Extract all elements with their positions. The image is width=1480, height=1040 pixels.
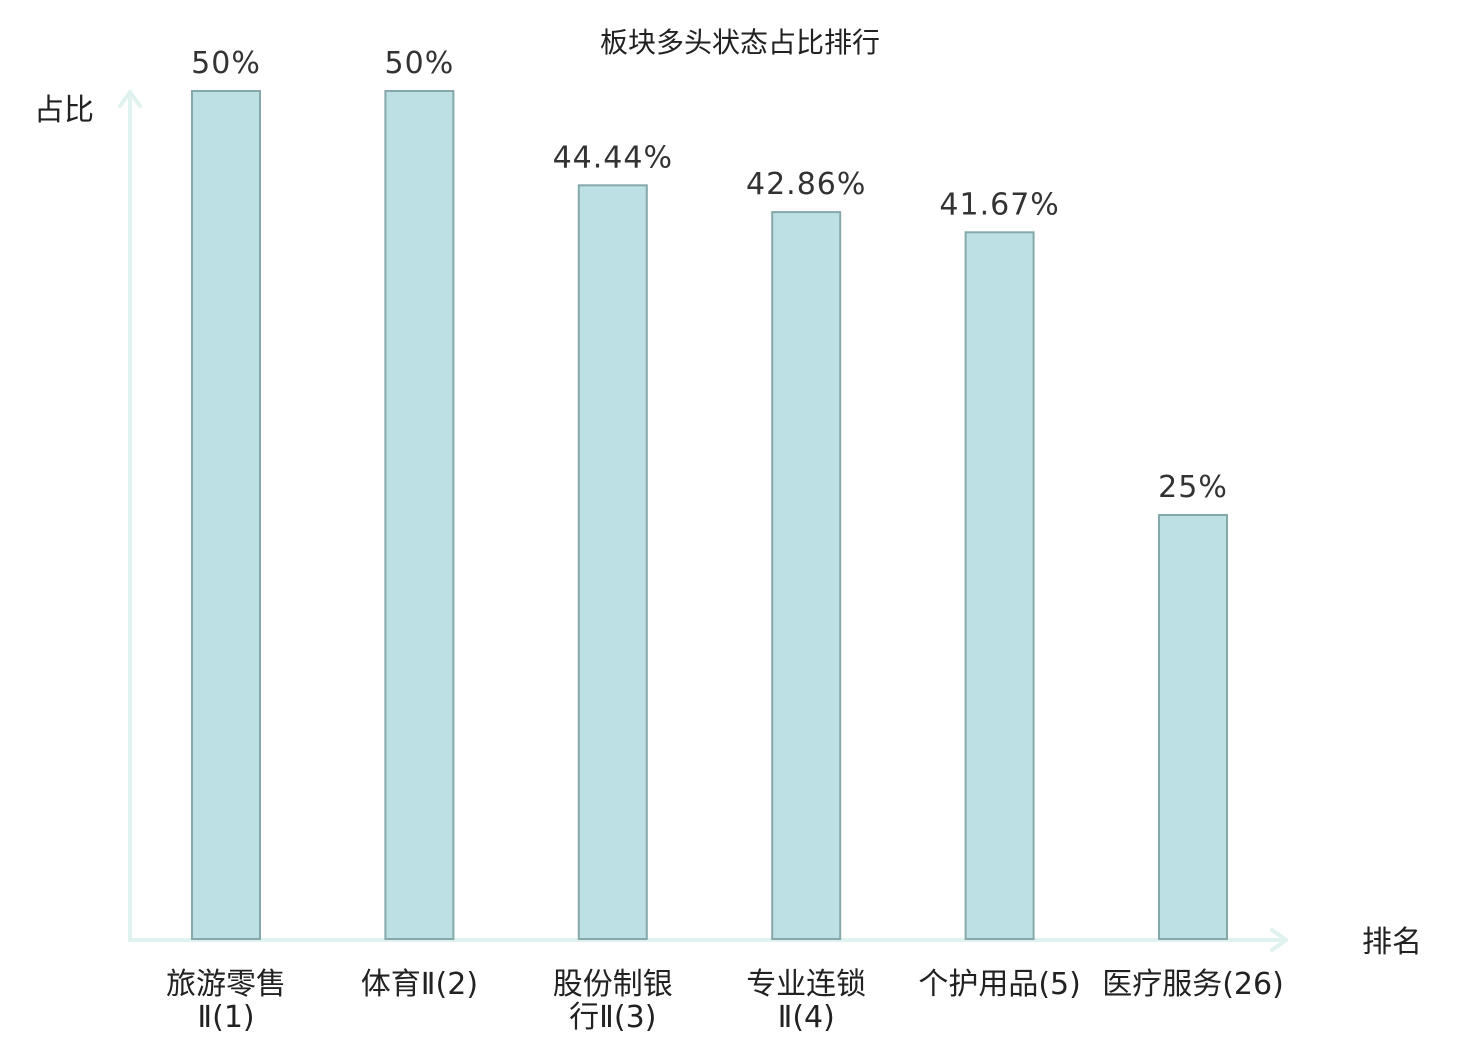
category-label-3-line-2: 行Ⅱ(3) xyxy=(569,1000,656,1035)
value-label-2: 50% xyxy=(385,46,455,81)
bar-1 xyxy=(191,90,261,940)
bar-5 xyxy=(964,231,1035,941)
category-label-5-line-1: 个护用品(5) xyxy=(918,967,1081,1002)
y-axis-arrow-icon xyxy=(118,90,142,108)
y-axis-label: 占比 xyxy=(34,93,94,128)
category-label-2-line-1: 体育Ⅱ(2) xyxy=(361,967,478,1002)
value-label-6: 25% xyxy=(1158,470,1228,505)
value-label-1: 50% xyxy=(191,46,261,81)
bar-3 xyxy=(577,184,648,941)
category-label-6-line-1: 医疗服务(26) xyxy=(1102,967,1284,1002)
value-label-3: 44.44% xyxy=(553,140,673,175)
category-label-3-line-1: 股份制银 xyxy=(553,967,673,1002)
value-label-4: 42.86% xyxy=(746,167,866,202)
bar-series xyxy=(191,90,1228,941)
category-label-4-line-2: Ⅱ(4) xyxy=(778,1000,835,1035)
bar-6 xyxy=(1158,514,1228,940)
bar-4 xyxy=(771,211,842,941)
bar-2 xyxy=(384,90,455,940)
x-axis-arrow-icon xyxy=(1270,928,1288,952)
category-label-1-line-2: Ⅱ(1) xyxy=(197,1000,254,1035)
category-label-1-line-1: 旅游零售 xyxy=(166,967,286,1002)
value-label-5: 41.67% xyxy=(939,187,1059,222)
value-labels: 50% 50% 44.44% 42.86% 41.67% 25% xyxy=(191,46,1228,505)
x-axis-label: 排名 xyxy=(1362,925,1422,960)
chart-title: 板块多头状态占比排行 xyxy=(600,26,880,59)
category-label-4-line-1: 专业连锁 xyxy=(746,967,866,1002)
